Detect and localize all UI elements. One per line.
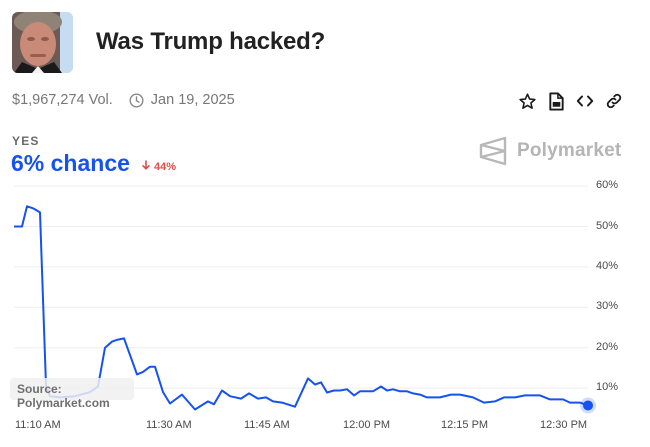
end-date-text: Jan 19, 2025	[150, 92, 235, 108]
y-tick-label: 20%	[596, 340, 619, 353]
market-title: Was Trump hacked?	[96, 28, 326, 55]
change-badge: 44%	[142, 160, 176, 173]
change-value: 44%	[154, 160, 177, 173]
y-tick-label: 60%	[596, 179, 619, 192]
current-point-marker	[583, 400, 593, 411]
polymarket-logo-icon	[479, 136, 507, 166]
volume-text: $1,967,274 Vol.	[12, 92, 113, 108]
market-meta: $1,967,274 Vol. Jan 19, 2025	[12, 92, 235, 108]
market-actions	[517, 91, 624, 111]
chance-value: 6% chance	[11, 150, 130, 176]
x-tick-label: 11:30 AM	[146, 419, 192, 431]
y-tick-label: 50%	[596, 219, 619, 232]
source-label: Source: Polymarket.com	[10, 378, 134, 410]
y-tick-label: 10%	[596, 381, 619, 394]
arrow-down-icon	[142, 160, 150, 173]
link-icon[interactable]	[604, 91, 624, 111]
outcome-label: YES	[12, 134, 40, 148]
y-tick-label: 30%	[596, 300, 619, 313]
star-icon[interactable]	[517, 91, 537, 111]
x-tick-label: 11:10 AM	[15, 419, 61, 431]
x-tick-label: 12:15 PM	[441, 419, 489, 431]
market-avatar	[12, 12, 73, 73]
x-tick-label: 12:00 PM	[343, 419, 391, 431]
code-icon[interactable]	[575, 91, 595, 111]
document-icon[interactable]	[546, 91, 566, 111]
x-tick-label: 12:30 PM	[540, 419, 588, 431]
polymarket-watermark: Polymarket	[479, 136, 621, 166]
brand-name: Polymarket	[517, 140, 622, 161]
y-tick-label: 40%	[596, 259, 619, 272]
clock-icon	[129, 92, 144, 108]
trump-portrait-image	[12, 12, 73, 73]
price-line	[14, 205, 589, 411]
x-tick-label: 11:45 AM	[244, 419, 290, 431]
